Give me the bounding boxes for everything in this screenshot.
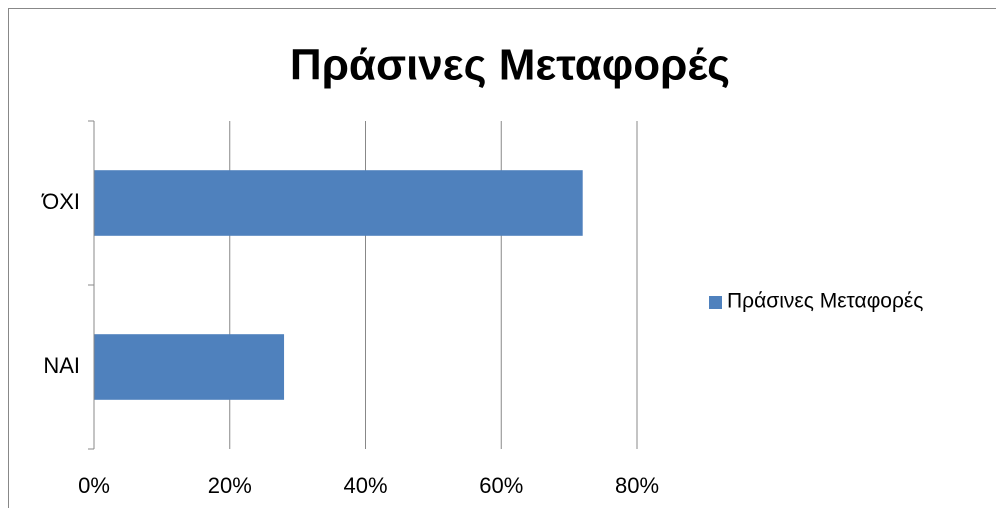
x-tick-label: 0%: [78, 473, 110, 498]
x-tick-label: 20%: [208, 473, 252, 498]
x-tick-label: 80%: [615, 473, 659, 498]
legend-swatch: [709, 296, 722, 309]
chart-border: [8, 8, 996, 508]
x-tick-label: 40%: [343, 473, 387, 498]
x-tick-label: 60%: [479, 473, 523, 498]
legend-label: Πράσινες Μεταφορές: [727, 290, 923, 313]
y-tick-label: ΌΧΙ: [41, 189, 80, 214]
chart-title: Πράσινες Μεταφορές: [290, 41, 730, 90]
bar: [94, 334, 285, 400]
y-tick-label: ΝΑΙ: [43, 353, 80, 378]
bar: [94, 170, 583, 236]
